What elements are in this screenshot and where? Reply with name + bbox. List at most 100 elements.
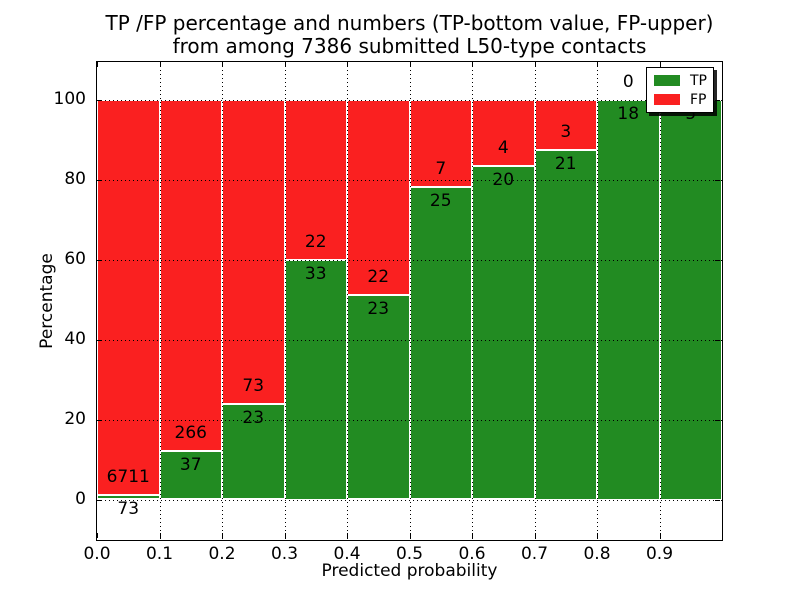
tp-bar-segment [97,495,160,500]
x-tick-top [534,62,536,67]
tp-bar-segment [159,450,222,500]
fp-count-label: 22 [304,231,327,252]
x-tick-label: 0.0 [83,544,111,564]
tp-legend-label: TP [690,72,707,89]
y-tick-right [715,259,720,261]
tp-legend-swatch [654,75,680,86]
x-gridline [659,62,661,540]
fp-bar-segment [159,99,222,451]
tp-count-label: 21 [554,153,577,174]
x-axis-label: Predicted probability [321,561,498,581]
tp-count-label: 5 [685,103,697,124]
x-gridline [347,62,348,540]
legend-item-tp: TP [654,72,707,89]
x-tick-bottom [659,533,661,538]
y-tick-left [97,259,102,261]
y-tick-right [715,499,720,501]
x-tick-label: 0.8 [583,544,611,564]
y-tick-right [715,419,720,421]
plot-area: TP FP 6711 73 266 37 73 23 22 33 22 23 7 25 4 20 3 21 0 1… [96,61,723,541]
x-gridline [534,62,536,540]
x-tick-bottom [597,533,598,538]
x-tick-top [659,62,661,67]
x-tick-top [347,62,348,67]
y-tick-left [97,339,102,341]
tp-bar-segment [347,295,410,500]
x-tick-label: 0.7 [520,544,549,564]
x-tick-top [159,62,161,67]
x-tick-bottom [347,533,348,538]
x-tick-label: 0.5 [395,544,424,564]
x-tick-label: 0.3 [270,544,299,564]
legend-item-fp: FP [654,91,707,108]
fp-bar-segment [347,99,410,296]
tp-count-label: 73 [117,499,140,520]
y-tick-left [97,419,102,421]
tp-count-label: 33 [304,263,327,284]
y-tick-label: 100 [53,89,86,109]
y-tick-label: 60 [64,249,86,269]
tp-bar-segment [597,99,660,500]
x-tick-bottom [472,533,473,538]
tp-bar-segment [659,99,722,500]
x-tick-label: 0.9 [645,544,674,564]
x-tick-label: 0.2 [208,544,236,564]
tp-count-label: 25 [429,190,452,211]
fp-count-label: 7 [435,158,447,179]
y-tick-right [715,339,720,341]
x-tick-label: 0.6 [458,544,486,564]
tp-bar-segment [409,186,472,500]
fp-legend-label: FP [690,91,707,108]
tp-bar-segment [534,149,597,500]
x-gridline [222,62,223,540]
y-tick-label: 20 [64,409,86,429]
y-tick-label: 40 [64,329,86,349]
y-tick-left [97,99,102,101]
y-tick-left [97,179,102,181]
fp-count-label: 22 [367,267,390,288]
x-tick-bottom [534,533,536,538]
tp-bar-segment [472,166,535,500]
x-tick-top [222,62,223,67]
x-tick-top [409,62,411,67]
fp-legend-swatch [654,94,680,105]
fp-count-label: 4 [497,138,509,159]
y-tick-label: 80 [64,169,86,189]
tp-bar-segment [284,259,347,500]
fp-count-label: 6711 [106,467,150,488]
x-tick-top [597,62,598,67]
chart-title: TP /FP percentage and numbers (TP-bottom… [97,12,722,58]
fp-bar-segment [409,99,472,187]
x-tick-bottom [159,533,161,538]
x-tick-label: 0.1 [145,544,174,564]
x-tick-label: 0.4 [333,544,361,564]
x-gridline [159,62,161,540]
x-tick-bottom [284,533,286,538]
tp-count-label: 37 [179,454,202,475]
tp-count-label: 20 [492,170,515,191]
x-tick-bottom [97,533,98,538]
fp-bar-segment [97,99,160,496]
y-tick-label: 0 [75,489,86,509]
fp-count-label: 0 [622,71,634,92]
chart-title-line1: TP /FP percentage and numbers (TP-bottom… [105,11,714,35]
legend: TP FP [646,67,714,113]
fp-count-label: 73 [242,375,265,396]
y-tick-left [97,499,102,501]
x-tick-top [97,62,98,67]
fp-bar-segment [222,99,285,404]
y-tick-right [715,99,720,101]
fp-count-label: 266 [174,422,207,443]
x-gridline [409,62,411,540]
chart-title-line2: from among 7386 submitted L50-type conta… [172,34,647,58]
x-gridline [472,62,473,540]
y-tick-right [715,179,720,181]
x-tick-top [472,62,473,67]
tp-count-label: 23 [367,299,390,320]
x-tick-bottom [222,533,223,538]
x-gridline [284,62,286,540]
fp-count-label: 3 [560,121,572,142]
x-tick-top [284,62,286,67]
x-tick-bottom [409,533,411,538]
